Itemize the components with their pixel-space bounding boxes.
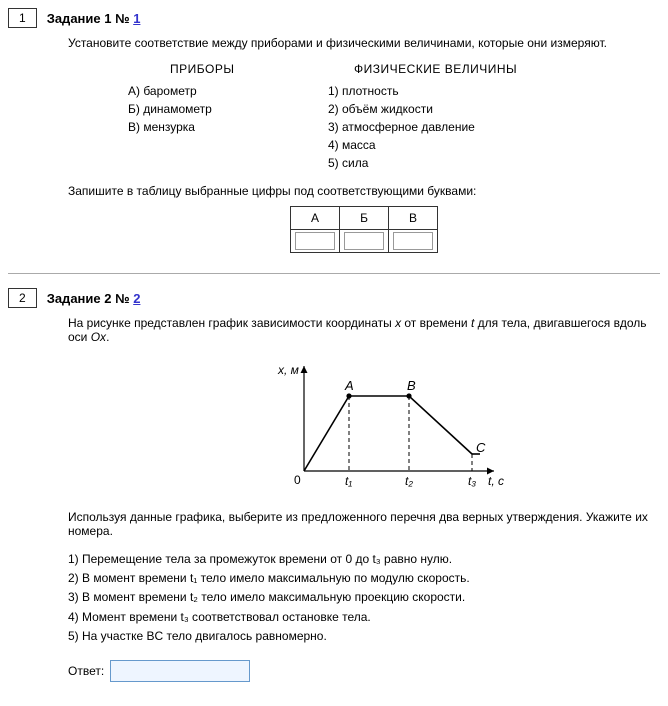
prompt-seg: от времени [401, 316, 471, 330]
answer-input-v[interactable] [393, 232, 433, 250]
list-item: 4) Момент времени t₃ соответствовал оста… [68, 608, 660, 627]
task-1-left-col: ПРИБОРЫ А) барометр Б) динамометр В) мен… [128, 62, 328, 172]
list-item: 2) объём жидкости [328, 100, 578, 118]
task-1-left-header: ПРИБОРЫ [128, 62, 328, 76]
task-2-answer-input[interactable] [110, 660, 250, 682]
list-item: 3) атмосферное давление [328, 118, 578, 136]
table-cell [389, 230, 438, 253]
answer-input-a[interactable] [295, 232, 335, 250]
svg-text:t₃: t₃ [468, 474, 476, 488]
task-1-link[interactable]: 1 [133, 11, 140, 26]
task-1-header: 1 Задание 1 № 1 [8, 8, 660, 28]
table-cell [291, 230, 340, 253]
answer-input-b[interactable] [344, 232, 384, 250]
table-header-cell: В [389, 207, 438, 230]
task-1-table-prompt: Запишите в таблицу выбранные цифры под с… [68, 184, 660, 198]
list-item: А) барометр [128, 82, 328, 100]
list-item: 5) сила [328, 154, 578, 172]
task-2-header: 2 Задание 2 № 2 [8, 288, 660, 308]
svg-text:t₁: t₁ [345, 474, 352, 488]
task-2-instruction: Используя данные графика, выберите из пр… [68, 510, 660, 538]
prompt-seg: . [106, 330, 109, 344]
svg-text:t₂: t₂ [405, 474, 413, 488]
task-2-graph: x, м t, с A B C 0 t₁ t₂ t₃ [68, 356, 660, 496]
list-item: В) мензурка [128, 118, 328, 136]
svg-text:A: A [344, 378, 354, 393]
list-item: Б) динамометр [128, 100, 328, 118]
task-2-title-text: Задание 2 № [47, 291, 134, 306]
table-row: А Б В [291, 207, 438, 230]
task-1-title: Задание 1 № 1 [47, 11, 141, 26]
task-2-number-box: 2 [8, 288, 37, 308]
task-1-prompt: Установите соответствие между приборами … [68, 36, 660, 50]
task-1: 1 Задание 1 № 1 Установите соответствие … [8, 8, 660, 253]
prompt-seg: На рисунке представлен график зависимост… [68, 316, 395, 330]
table-cell [340, 230, 389, 253]
svg-text:x, м: x, м [277, 363, 299, 377]
prompt-var-ox: Ox [91, 330, 106, 344]
task-2-link[interactable]: 2 [133, 291, 140, 306]
task-1-number-box: 1 [8, 8, 37, 28]
table-header-cell: А [291, 207, 340, 230]
task-1-title-text: Задание 1 № [47, 11, 134, 26]
list-item: 4) масса [328, 136, 578, 154]
task-1-answer-table: А Б В [290, 206, 438, 253]
graph-svg: x, м t, с A B C 0 t₁ t₂ t₃ [214, 356, 514, 496]
list-item: 1) Перемещение тела за промежуток времен… [68, 550, 660, 569]
task-2-answer-row: Ответ: [68, 660, 660, 682]
task-2-prompt: На рисунке представлен график зависимост… [68, 316, 660, 344]
task-1-columns: ПРИБОРЫ А) барометр Б) динамометр В) мен… [128, 62, 660, 172]
task-1-right-header: ФИЗИЧЕСКИЕ ВЕЛИЧИНЫ [328, 62, 578, 76]
task-2-statements: 1) Перемещение тела за промежуток времен… [68, 550, 660, 646]
table-row [291, 230, 438, 253]
task-2-body: На рисунке представлен график зависимост… [68, 316, 660, 682]
list-item: 3) В момент времени t₂ тело имело максим… [68, 588, 660, 607]
task-2: 2 Задание 2 № 2 На рисунке представлен г… [8, 288, 660, 682]
svg-text:t, с: t, с [488, 474, 504, 488]
svg-text:C: C [476, 440, 486, 455]
task-1-body: Установите соответствие между приборами … [68, 36, 660, 253]
list-item: 5) На участке BC тело двигалось равномер… [68, 627, 660, 646]
svg-text:0: 0 [294, 473, 301, 487]
svg-text:B: B [407, 378, 416, 393]
list-item: 2) В момент времени t₁ тело имело максим… [68, 569, 660, 588]
answer-label: Ответ: [68, 664, 104, 678]
table-header-cell: Б [340, 207, 389, 230]
separator [8, 273, 660, 274]
task-2-title: Задание 2 № 2 [47, 291, 141, 306]
task-1-right-col: ФИЗИЧЕСКИЕ ВЕЛИЧИНЫ 1) плотность 2) объё… [328, 62, 578, 172]
list-item: 1) плотность [328, 82, 578, 100]
